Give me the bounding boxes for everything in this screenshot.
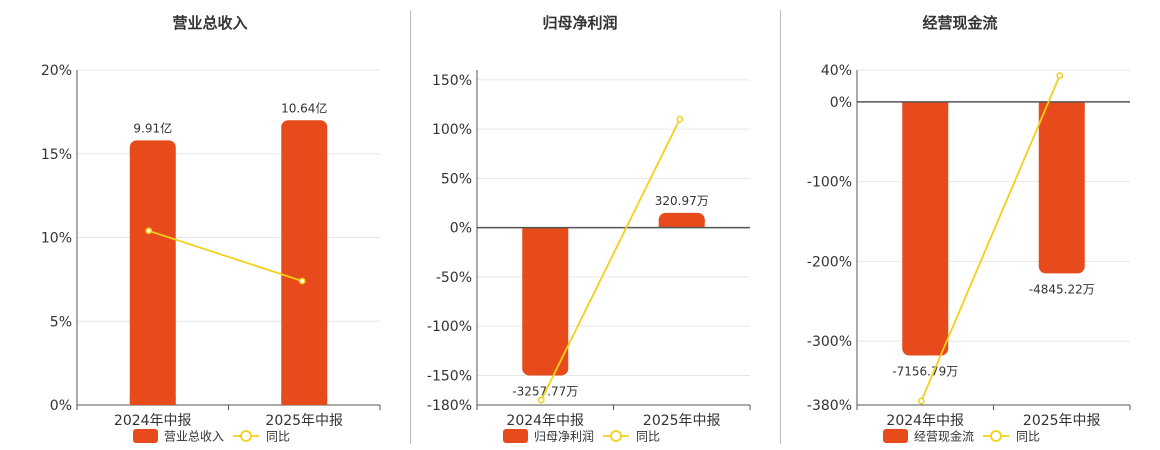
legend-line-marker bbox=[240, 430, 252, 442]
bar-base bbox=[281, 397, 328, 405]
legend-bar-label: 归母净利润 bbox=[534, 430, 594, 444]
bar bbox=[522, 227, 569, 376]
legend-bar-swatch bbox=[883, 429, 908, 443]
y-tick-label: -200% bbox=[807, 254, 852, 270]
yoy-point bbox=[917, 397, 925, 405]
legend-bar-swatch bbox=[133, 429, 158, 443]
y-tick-label: 0% bbox=[450, 221, 472, 237]
bar-data-label: 9.91亿 bbox=[133, 120, 172, 135]
x-tick-label: 2024年中报 bbox=[886, 413, 964, 429]
legend-line-label: 同比 bbox=[636, 430, 660, 444]
bar-data-label: -7156.79万 bbox=[892, 365, 958, 379]
yoy-line bbox=[148, 229, 303, 282]
legend-bar-label: 营业总收入 bbox=[164, 430, 224, 444]
legend-line-marker bbox=[990, 430, 1002, 442]
bar-data-label: 320.97万 bbox=[655, 194, 709, 208]
bar-base bbox=[1038, 101, 1085, 110]
bar bbox=[129, 140, 176, 405]
bar bbox=[281, 120, 328, 405]
x-tick-label: 2025年中报 bbox=[1023, 413, 1101, 429]
y-tick-label: -100% bbox=[807, 175, 852, 191]
y-tick-label: -100% bbox=[427, 319, 472, 335]
yoy-point bbox=[298, 277, 306, 285]
bar-data-label: -4845.22万 bbox=[1029, 282, 1095, 296]
y-tick-label: -150% bbox=[427, 368, 472, 384]
legend-line-label: 同比 bbox=[266, 430, 290, 444]
panel-divider-2 bbox=[780, 10, 781, 444]
y-tick-label: 20% bbox=[41, 63, 72, 79]
chart-title: 营业总收入 bbox=[172, 14, 247, 32]
legend-bar-swatch bbox=[503, 429, 528, 443]
x-tick-label: 2025年中报 bbox=[265, 413, 343, 429]
y-tick-label: 15% bbox=[41, 147, 72, 163]
yoy-line bbox=[920, 75, 1061, 402]
chart-panel-3: 经营现金流 -380% -300% -200% -100% 0% 40% -7156.79万 -… bbox=[807, 14, 1131, 444]
bar bbox=[1038, 101, 1085, 274]
legend-line-label: 同比 bbox=[1016, 430, 1040, 444]
y-tick-label: -300% bbox=[807, 334, 852, 350]
y-tick-label: -50% bbox=[436, 270, 472, 286]
bar-base bbox=[902, 101, 949, 110]
y-tick-label: 0% bbox=[830, 95, 852, 111]
y-tick-label: 0% bbox=[50, 398, 72, 414]
legend-bar-label: 经营现金流 bbox=[914, 429, 974, 444]
bar-base bbox=[129, 397, 176, 405]
y-tick-label: 10% bbox=[41, 231, 72, 247]
yoy-point bbox=[1056, 72, 1064, 79]
y-tick-label: 40% bbox=[821, 63, 852, 79]
bar-data-label: 10.64亿 bbox=[281, 100, 327, 115]
yoy-point bbox=[537, 396, 545, 404]
x-tick-label: 2025年中报 bbox=[643, 413, 721, 429]
y-tick-label: 5% bbox=[50, 314, 72, 330]
y-tick-label: 50% bbox=[441, 171, 472, 187]
chart-title: 归母净利润 bbox=[542, 14, 617, 32]
chart-title: 经营现金流 bbox=[922, 14, 997, 32]
x-tick-label: 2024年中报 bbox=[506, 413, 584, 429]
yoy-point bbox=[145, 227, 153, 235]
yoy-line bbox=[540, 118, 681, 401]
chart-panel-2: 归母净利润-180%-150%-100%-50%0%50%100%150%-32… bbox=[427, 14, 751, 444]
bar-base bbox=[658, 219, 705, 228]
y-tick-label: 100% bbox=[432, 122, 472, 138]
y-tick-label: -180% bbox=[427, 398, 472, 414]
y-tick-label: -380% bbox=[807, 398, 852, 414]
x-tick-label: 2024年中报 bbox=[114, 413, 192, 429]
bar bbox=[902, 101, 949, 356]
bar-base bbox=[522, 227, 569, 236]
panel-divider-1 bbox=[410, 10, 411, 444]
chart-panel-1: 营业总收入 0% 5% 10% 15% 20% 9.91亿 10.64亿 2024年中报 2025… bbox=[41, 14, 381, 444]
y-tick-label: 150% bbox=[432, 73, 472, 89]
legend-line-marker bbox=[610, 430, 622, 442]
yoy-point bbox=[676, 115, 684, 123]
